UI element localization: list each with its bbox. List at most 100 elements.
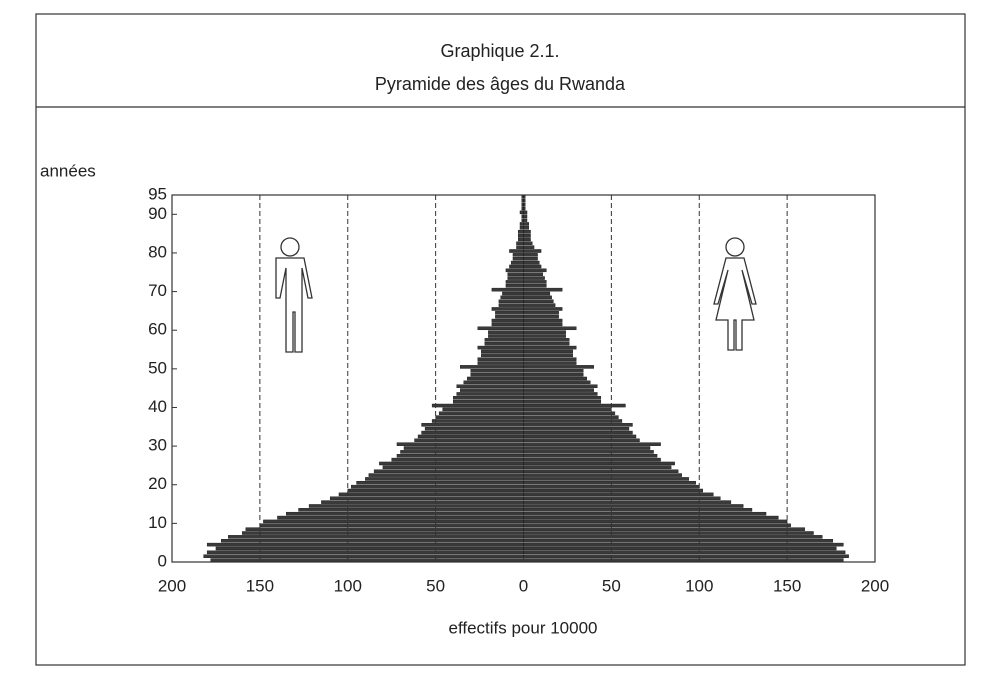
bar xyxy=(321,500,524,504)
bar xyxy=(259,523,524,528)
bar xyxy=(523,523,791,528)
bar xyxy=(523,206,526,211)
bar xyxy=(460,365,524,369)
bar xyxy=(477,361,524,365)
bar xyxy=(491,322,524,327)
bar xyxy=(477,345,524,350)
y-tick-label: 20 xyxy=(148,474,167,493)
bar xyxy=(510,260,524,265)
bar xyxy=(523,345,577,350)
x-tick-label: 100 xyxy=(685,576,713,595)
bar xyxy=(523,326,577,331)
bar xyxy=(523,434,637,439)
y-tick-label: 95 xyxy=(148,184,167,203)
bar xyxy=(523,504,744,508)
bar xyxy=(523,488,703,493)
bar xyxy=(396,442,524,446)
bar xyxy=(523,550,846,555)
bar xyxy=(523,542,844,547)
bar xyxy=(523,338,570,342)
bar xyxy=(523,450,654,454)
bar xyxy=(523,411,616,416)
bar xyxy=(523,218,528,222)
bar xyxy=(391,457,524,462)
bar xyxy=(438,411,524,416)
bar xyxy=(484,341,524,346)
bar xyxy=(523,473,682,477)
bar xyxy=(491,307,524,311)
bar xyxy=(523,202,526,207)
bar xyxy=(203,554,524,558)
bar xyxy=(431,419,524,423)
bar xyxy=(523,384,598,388)
bar xyxy=(329,496,524,501)
bar xyxy=(523,303,556,307)
bar xyxy=(523,195,526,199)
bar xyxy=(523,399,602,404)
bar xyxy=(516,245,524,249)
bar xyxy=(356,481,524,485)
bar xyxy=(523,396,602,400)
bar xyxy=(491,318,524,323)
bar xyxy=(523,291,551,296)
bar xyxy=(523,241,533,246)
x-tick-label: 100 xyxy=(334,576,362,595)
bar xyxy=(470,369,524,373)
bar xyxy=(481,353,524,358)
bar xyxy=(519,226,524,230)
bar xyxy=(523,492,714,497)
bar xyxy=(400,450,524,454)
x-tick-label: 200 xyxy=(861,576,889,595)
bar xyxy=(523,554,849,558)
bar xyxy=(373,469,524,473)
bar xyxy=(523,341,570,346)
bar xyxy=(488,334,524,338)
bar xyxy=(523,276,545,280)
bar xyxy=(523,407,612,412)
bar xyxy=(523,361,577,365)
bar xyxy=(523,369,584,373)
bar xyxy=(523,307,563,311)
bar xyxy=(505,268,524,273)
bar xyxy=(523,531,814,535)
bar xyxy=(477,357,524,361)
bar xyxy=(484,338,524,342)
bar xyxy=(488,330,524,334)
bar xyxy=(491,287,524,292)
bar xyxy=(523,469,679,473)
bar xyxy=(523,558,844,562)
y-tick-label: 0 xyxy=(158,551,167,570)
bar xyxy=(298,508,524,512)
bar xyxy=(424,426,524,431)
bar xyxy=(523,264,542,269)
bar xyxy=(523,415,619,419)
bar xyxy=(523,314,559,319)
plot-frame xyxy=(171,194,876,563)
bar xyxy=(277,515,524,520)
x-tick-label: 50 xyxy=(602,576,621,595)
bar xyxy=(521,218,524,222)
bar xyxy=(521,195,524,199)
bar xyxy=(509,264,524,269)
bar xyxy=(521,214,524,218)
bar xyxy=(523,376,587,381)
bar xyxy=(523,403,626,408)
bar xyxy=(523,284,547,288)
bar xyxy=(396,454,524,458)
bar xyxy=(523,430,633,435)
bar xyxy=(495,314,524,319)
bar xyxy=(523,268,547,273)
bar xyxy=(245,527,524,531)
bar xyxy=(495,311,524,315)
x-tick-label: 150 xyxy=(773,576,801,595)
bar xyxy=(206,550,524,555)
bar xyxy=(477,326,524,331)
bar xyxy=(228,535,524,539)
bar xyxy=(221,539,524,543)
bar xyxy=(368,473,524,477)
bar xyxy=(523,334,566,338)
bar xyxy=(523,392,598,396)
x-tick-label: 0 xyxy=(519,576,528,595)
y-tick-label: 10 xyxy=(148,513,167,532)
bar xyxy=(523,388,595,392)
